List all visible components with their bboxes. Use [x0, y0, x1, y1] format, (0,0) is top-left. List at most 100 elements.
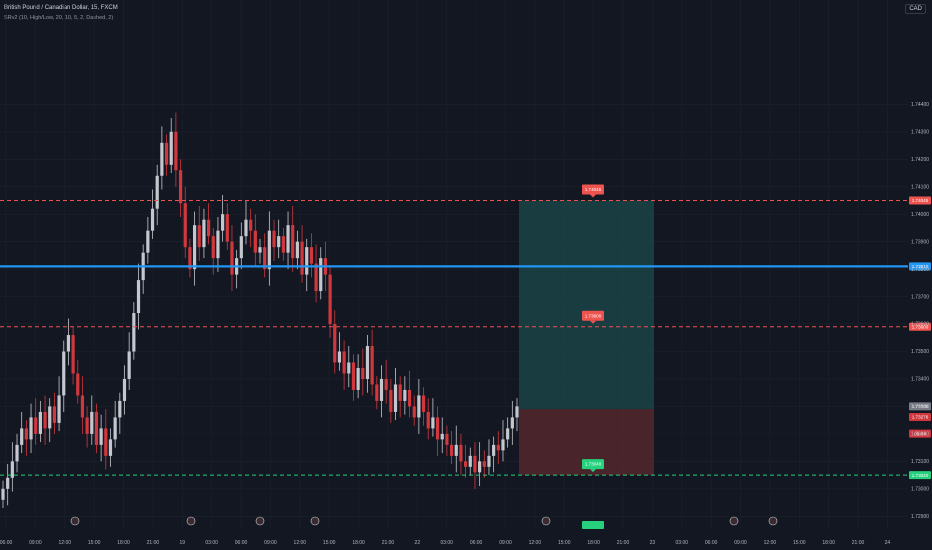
price-tag-label: 1.73276	[912, 415, 929, 420]
x-tick-label: 12:00	[59, 540, 72, 546]
x-tick-label: 18:00	[822, 540, 835, 546]
candle-body	[216, 230, 220, 259]
candle-body	[309, 247, 313, 264]
candle-body	[10, 461, 14, 478]
candle-body	[272, 230, 276, 248]
candle-body	[188, 247, 192, 270]
y-tick-label: 1.72900	[911, 514, 929, 520]
x-tick-label: 22	[415, 540, 421, 546]
candle-body	[258, 247, 262, 253]
candle-body	[192, 225, 197, 270]
y-tick-label: 1.74100	[911, 184, 929, 190]
candle-body	[122, 378, 127, 401]
y-tick-label: 1.73900	[911, 239, 929, 245]
candle-body	[164, 142, 169, 165]
candle-body	[76, 373, 80, 396]
candle-body	[356, 367, 360, 390]
candle-body	[48, 406, 52, 429]
candle-body	[300, 241, 304, 275]
indicator-legend[interactable]: SRv2 (10, High/Low, 20, 10, 5, 2, Dashed…	[4, 15, 114, 21]
candle-body	[403, 389, 407, 401]
candle-body	[253, 230, 257, 253]
resistance-lower-flag-label: 1.73600	[585, 313, 602, 318]
x-tick-label: 15:00	[793, 540, 806, 546]
economic-event-icon	[768, 516, 778, 526]
candle-body	[15, 444, 19, 462]
candle-body	[361, 367, 365, 379]
candle-body	[104, 428, 108, 456]
price-tag	[909, 413, 931, 422]
candle-body	[52, 406, 56, 423]
candle-body	[62, 351, 66, 396]
candle-body	[183, 203, 187, 248]
profit-zone	[519, 200, 654, 410]
candle-body	[412, 406, 416, 418]
candle-body	[57, 395, 61, 423]
candle-body	[426, 411, 430, 429]
x-tick-label: 06:00	[235, 540, 248, 546]
candle-body	[398, 384, 402, 401]
candle-body	[421, 395, 426, 412]
x-tick-label: 21:00	[382, 540, 395, 546]
y-tick-label: 1.74400	[911, 102, 929, 108]
candle-body	[478, 461, 482, 473]
candle-body	[487, 455, 491, 467]
x-tick-label: 18:00	[117, 540, 130, 546]
candle-body	[333, 324, 337, 363]
resistance-upper-tag-label: 1.74045	[912, 198, 929, 203]
y-tick-label: 1.73400	[911, 377, 929, 383]
candle-body	[6, 477, 10, 489]
x-tick-label: 03:00	[205, 540, 218, 546]
candle-body	[127, 351, 131, 379]
candle-body	[244, 219, 248, 237]
currency-selector[interactable]: CAD	[905, 4, 926, 14]
candle-body	[375, 384, 379, 401]
candle-body	[211, 236, 215, 259]
candle-body	[155, 175, 159, 209]
candle-body	[132, 313, 136, 352]
current-price-line-tag-label: 1.73810	[912, 264, 929, 269]
candle-body	[328, 274, 332, 325]
candle-body	[118, 400, 122, 418]
candle-body	[384, 378, 388, 390]
candle-body	[506, 428, 510, 440]
candle-body	[202, 219, 206, 248]
x-tick-label: 15:00	[558, 540, 571, 546]
candle-body	[174, 131, 178, 171]
candle-body	[277, 236, 281, 248]
candle-body	[342, 351, 346, 374]
y-tick-label: 1.74200	[911, 157, 929, 163]
x-tick-label: 15:00	[88, 540, 101, 546]
x-tick-label: 18:00	[352, 540, 365, 546]
economic-event-icon	[541, 516, 551, 526]
support-tag-label: 1.73040	[912, 473, 929, 478]
candle-body	[146, 230, 150, 253]
candle-body	[454, 444, 458, 456]
x-tick-label: 19	[180, 540, 186, 546]
candle-body	[34, 417, 38, 434]
candle-body	[440, 433, 444, 440]
candle-body	[431, 417, 435, 429]
candle-body	[160, 142, 164, 176]
candle-body	[496, 444, 500, 451]
y-tick-label: 1.73500	[911, 349, 929, 355]
candle-body	[407, 389, 412, 407]
economic-event-icon	[255, 516, 265, 526]
candle-body	[197, 225, 201, 248]
price-tag	[909, 429, 931, 438]
candle-body	[379, 378, 384, 401]
candle-body	[38, 411, 42, 434]
candle-body	[178, 170, 183, 204]
x-tick-label: 06:00	[0, 540, 12, 546]
price-tag	[909, 402, 931, 411]
candle-body	[108, 439, 113, 456]
candle-body	[85, 417, 89, 434]
candle-body	[71, 335, 75, 374]
x-tick-label: 03:00	[440, 540, 453, 546]
candle-body	[445, 433, 449, 445]
y-tick-label: 1.73800	[911, 267, 929, 273]
resistance-lower-flag	[582, 310, 604, 321]
resistance-upper-flag	[582, 184, 604, 195]
candle-body	[365, 346, 370, 379]
